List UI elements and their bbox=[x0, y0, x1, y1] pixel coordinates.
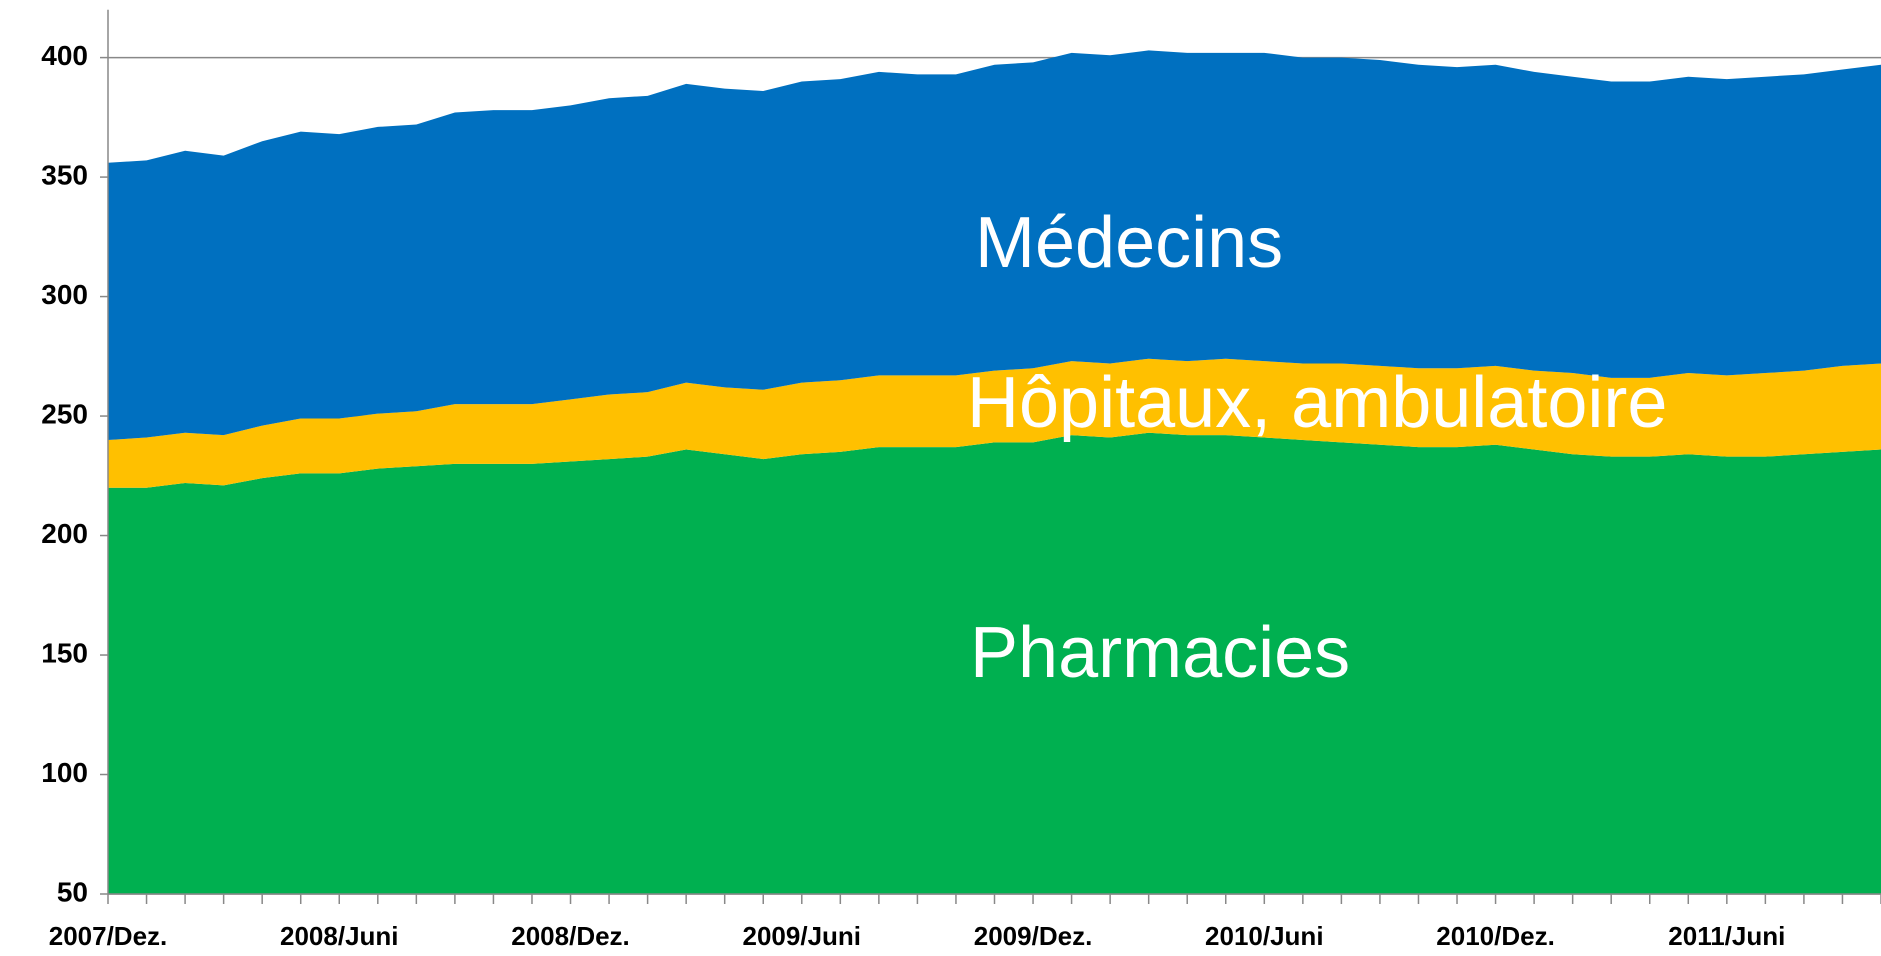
x-tick-label: 2010/Juni bbox=[1205, 921, 1324, 951]
y-tick-label: 150 bbox=[41, 637, 88, 668]
y-tick-label: 200 bbox=[41, 518, 88, 549]
y-tick-label: 100 bbox=[41, 757, 88, 788]
area bbox=[108, 358, 1881, 488]
x-tick-label: 2011/Juni bbox=[1668, 921, 1785, 951]
series-label: Pharmacies bbox=[970, 613, 1350, 693]
y-tick-label: 300 bbox=[41, 279, 88, 310]
x-tick-label: 2008/Dez. bbox=[511, 921, 630, 951]
x-tick-label: 2009/Juni bbox=[743, 921, 862, 951]
y-tick-label: 50 bbox=[57, 876, 88, 907]
series-label: Médecins bbox=[975, 203, 1283, 283]
x-tick-label: 2010/Dez. bbox=[1436, 921, 1555, 951]
y-tick-label: 350 bbox=[41, 159, 88, 190]
series-label: Hôpitaux, ambulatoire bbox=[967, 363, 1667, 443]
y-tick-label: 250 bbox=[41, 398, 88, 429]
x-tick-label: 2007/Dez. bbox=[49, 921, 168, 951]
x-tick-label: 2009/Dez. bbox=[974, 921, 1093, 951]
area bbox=[108, 50, 1881, 440]
area bbox=[108, 432, 1881, 894]
x-tick-label: 2008/Juni bbox=[280, 921, 399, 951]
y-tick-label: 400 bbox=[41, 40, 88, 71]
